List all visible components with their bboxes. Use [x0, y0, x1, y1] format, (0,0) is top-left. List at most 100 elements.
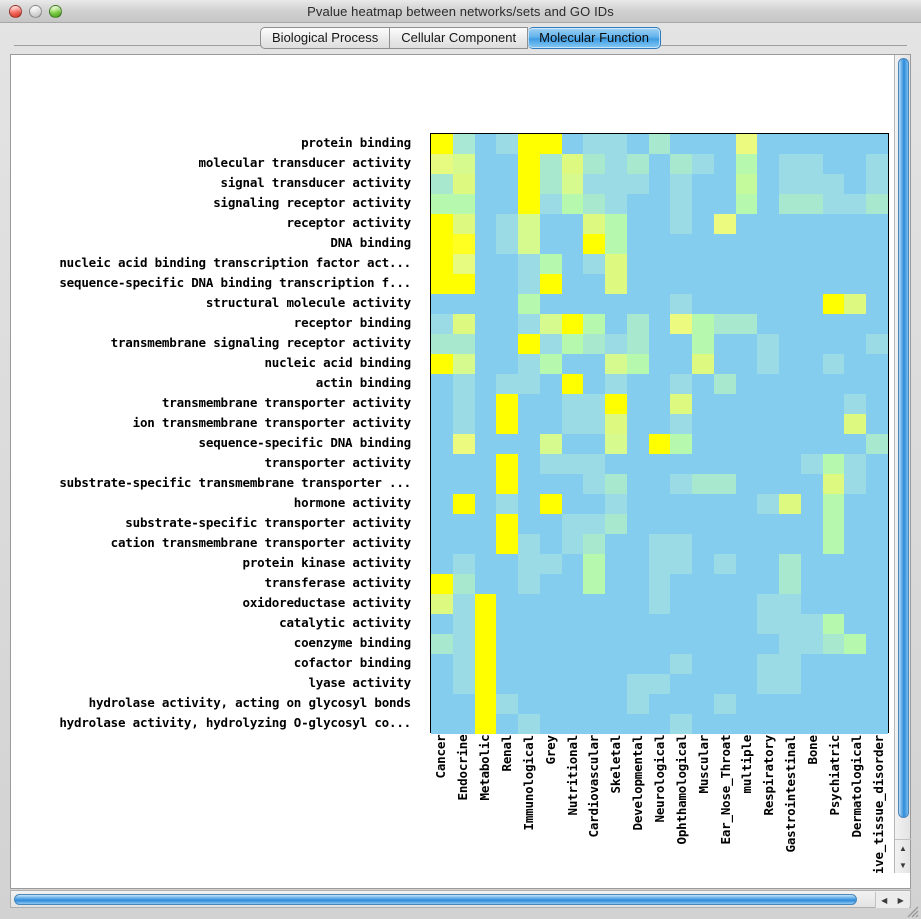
heatmap-cell[interactable]	[583, 214, 606, 234]
heatmap-cell[interactable]	[605, 334, 627, 354]
heatmap-cell[interactable]	[866, 574, 888, 594]
heatmap-cell[interactable]	[539, 134, 562, 154]
heatmap-cell[interactable]	[605, 314, 627, 334]
heatmap-cell[interactable]	[822, 314, 845, 334]
heatmap-cell[interactable]	[452, 614, 475, 634]
heatmap-cell[interactable]	[757, 614, 780, 634]
heatmap-cell[interactable]	[605, 394, 627, 414]
heatmap-cell[interactable]	[648, 654, 671, 674]
heatmap-cell[interactable]	[692, 314, 714, 334]
heatmap-cell[interactable]	[474, 154, 497, 174]
heatmap-cell[interactable]	[844, 714, 867, 734]
heatmap-cell[interactable]	[779, 254, 801, 274]
heatmap-cell[interactable]	[539, 474, 562, 494]
heatmap-cell[interactable]	[626, 174, 649, 194]
heatmap-cell[interactable]	[605, 414, 627, 434]
heatmap-cell[interactable]	[474, 174, 497, 194]
heatmap-cell[interactable]	[561, 434, 584, 454]
heatmap-cell[interactable]	[583, 394, 606, 414]
heatmap-cell[interactable]	[626, 294, 649, 314]
heatmap-cell[interactable]	[561, 654, 584, 674]
heatmap-cell[interactable]	[474, 554, 497, 574]
tab-cellular-component[interactable]: Cellular Component	[390, 26, 529, 49]
heatmap-cell[interactable]	[539, 334, 562, 354]
heatmap-cell[interactable]	[496, 234, 519, 254]
heatmap-cell[interactable]	[648, 474, 671, 494]
heatmap-cell[interactable]	[605, 494, 627, 514]
heatmap-cell[interactable]	[583, 594, 606, 614]
heatmap-cell[interactable]	[779, 494, 801, 514]
heatmap-cell[interactable]	[800, 514, 823, 534]
heatmap-cell[interactable]	[735, 174, 758, 194]
heatmap-cell[interactable]	[757, 334, 780, 354]
heatmap-cell[interactable]	[583, 134, 606, 154]
heatmap-cell[interactable]	[822, 234, 845, 254]
heatmap-cell[interactable]	[452, 534, 475, 554]
heatmap-cell[interactable]	[713, 154, 736, 174]
heatmap-cell[interactable]	[822, 334, 845, 354]
heatmap-cell[interactable]	[561, 354, 584, 374]
heatmap-cell[interactable]	[648, 494, 671, 514]
heatmap-cell[interactable]	[496, 634, 519, 654]
heatmap-cell[interactable]	[583, 614, 606, 634]
heatmap-cell[interactable]	[800, 294, 823, 314]
heatmap-cell[interactable]	[866, 394, 888, 414]
heatmap-cell[interactable]	[779, 154, 801, 174]
horizontal-scrollbar[interactable]: ◀ ▶	[10, 890, 911, 908]
heatmap-cell[interactable]	[626, 634, 649, 654]
heatmap-cell[interactable]	[735, 134, 758, 154]
heatmap-cell[interactable]	[539, 534, 562, 554]
heatmap-cell[interactable]	[474, 694, 497, 714]
heatmap-cell[interactable]	[539, 514, 562, 534]
heatmap-cell[interactable]	[735, 634, 758, 654]
heatmap-cell[interactable]	[692, 394, 714, 414]
heatmap-cell[interactable]	[583, 454, 606, 474]
heatmap-cell[interactable]	[452, 394, 475, 414]
heatmap-cell[interactable]	[735, 554, 758, 574]
heatmap-cell[interactable]	[496, 674, 519, 694]
heatmap-cell[interactable]	[539, 174, 562, 194]
heatmap-cell[interactable]	[518, 394, 540, 414]
heatmap-cell[interactable]	[779, 434, 801, 454]
heatmap-cell[interactable]	[605, 154, 627, 174]
heatmap-cell[interactable]	[866, 514, 888, 534]
heatmap-cell[interactable]	[713, 574, 736, 594]
heatmap-cell[interactable]	[713, 614, 736, 634]
heatmap-cell[interactable]	[779, 134, 801, 154]
heatmap-cell[interactable]	[648, 134, 671, 154]
heatmap-cell[interactable]	[496, 514, 519, 534]
heatmap-cell[interactable]	[779, 454, 801, 474]
heatmap-cell[interactable]	[648, 634, 671, 654]
heatmap-cell[interactable]	[518, 154, 540, 174]
heatmap-cell[interactable]	[431, 454, 453, 474]
heatmap-cell[interactable]	[800, 214, 823, 234]
heatmap-cell[interactable]	[605, 674, 627, 694]
heatmap-cell[interactable]	[626, 674, 649, 694]
heatmap-cell[interactable]	[844, 174, 867, 194]
heatmap-cell[interactable]	[844, 294, 867, 314]
heatmap-cell[interactable]	[692, 494, 714, 514]
heatmap-cell[interactable]	[779, 474, 801, 494]
heatmap-cell[interactable]	[605, 694, 627, 714]
heatmap-cell[interactable]	[866, 534, 888, 554]
heatmap-cell[interactable]	[474, 494, 497, 514]
heatmap-cell[interactable]	[496, 134, 519, 154]
heatmap-cell[interactable]	[692, 434, 714, 454]
heatmap-cell[interactable]	[692, 654, 714, 674]
heatmap-cell[interactable]	[583, 494, 606, 514]
heatmap-cell[interactable]	[735, 694, 758, 714]
heatmap-cell[interactable]	[670, 534, 693, 554]
heatmap-cell[interactable]	[735, 214, 758, 234]
heatmap-cell[interactable]	[474, 194, 497, 214]
heatmap-cell[interactable]	[496, 614, 519, 634]
heatmap-cell[interactable]	[539, 214, 562, 234]
heatmap-cell[interactable]	[626, 614, 649, 634]
heatmap-cell[interactable]	[735, 374, 758, 394]
heatmap-cell[interactable]	[431, 634, 453, 654]
heatmap-cell[interactable]	[779, 614, 801, 634]
heatmap-cell[interactable]	[648, 214, 671, 234]
heatmap-cell[interactable]	[800, 254, 823, 274]
heatmap-cell[interactable]	[496, 474, 519, 494]
heatmap-cell[interactable]	[735, 534, 758, 554]
heatmap-cell[interactable]	[800, 354, 823, 374]
